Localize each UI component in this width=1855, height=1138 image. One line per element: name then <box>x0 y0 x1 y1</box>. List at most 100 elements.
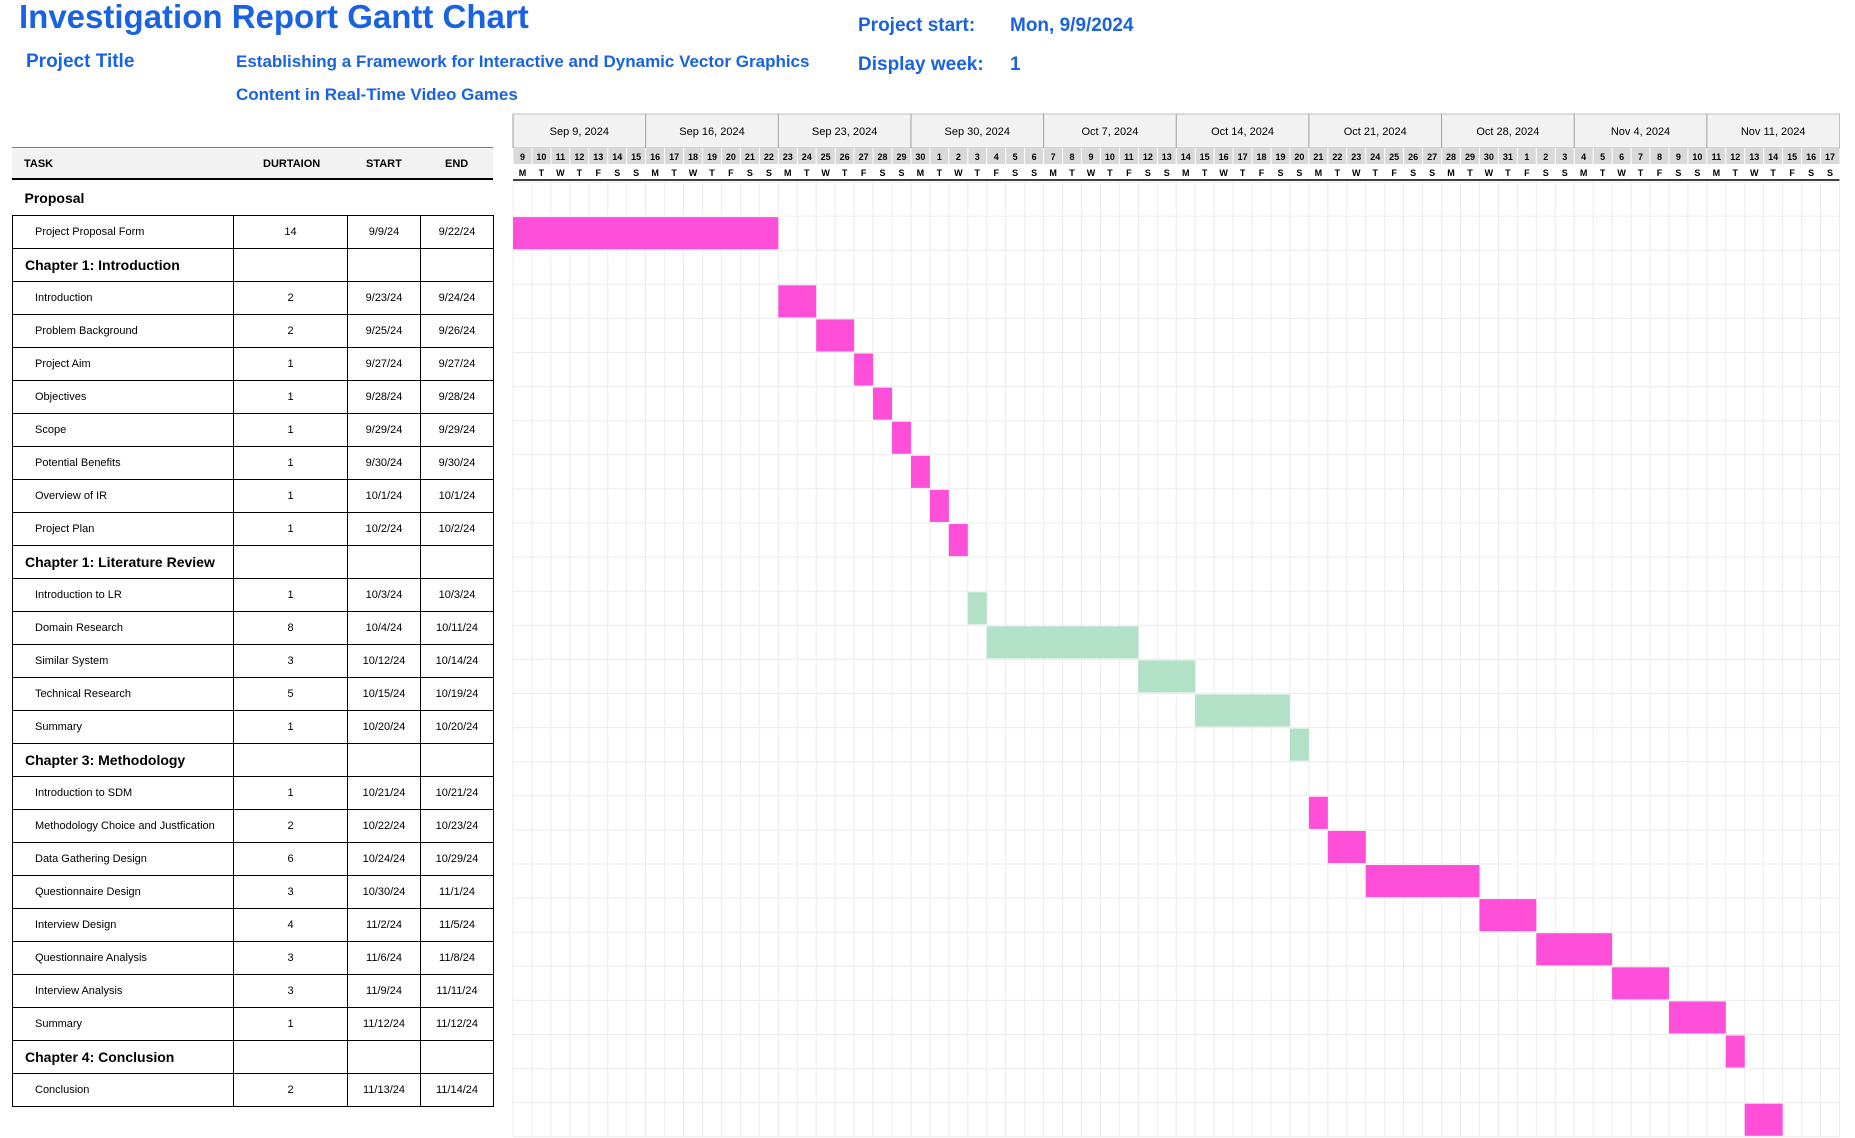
start-cell[interactable]: 10/2/24 <box>347 511 421 546</box>
duration-cell[interactable] <box>233 742 348 777</box>
end-cell[interactable] <box>420 182 494 216</box>
duration-cell[interactable]: 3 <box>233 973 348 1008</box>
end-cell[interactable]: 9/27/24 <box>420 346 494 381</box>
table-row[interactable]: Summary 1 11/12/24 11/12/24 <box>12 1006 494 1041</box>
end-cell[interactable]: 10/23/24 <box>420 808 494 843</box>
task-name-cell[interactable]: Proposal <box>12 182 234 216</box>
duration-cell[interactable]: 3 <box>233 874 348 909</box>
section-row[interactable]: Chapter 4: Conclusion <box>12 1039 494 1074</box>
table-row[interactable]: Questionnaire Design 3 10/30/24 11/1/24 <box>12 874 494 909</box>
day-letter: W <box>1750 168 1759 178</box>
end-cell[interactable]: 9/22/24 <box>420 214 494 249</box>
start-cell[interactable]: 10/1/24 <box>347 478 421 513</box>
end-cell[interactable]: 10/19/24 <box>420 676 494 711</box>
task-name-cell[interactable]: Introduction <box>12 280 234 315</box>
end-cell[interactable] <box>420 544 494 579</box>
task-name-cell[interactable]: Chapter 1: Introduction <box>12 247 234 282</box>
table-row[interactable]: Project Aim 1 9/27/24 9/27/24 <box>12 346 494 381</box>
task-name-cell[interactable]: Interview Design <box>12 907 234 942</box>
task-name-cell[interactable]: Technical Research <box>12 676 234 711</box>
start-cell[interactable] <box>347 247 421 282</box>
start-cell[interactable]: 9/30/24 <box>347 445 421 480</box>
start-cell[interactable]: 10/24/24 <box>347 841 421 876</box>
start-cell[interactable]: 9/23/24 <box>347 280 421 315</box>
end-cell[interactable]: 10/29/24 <box>420 841 494 876</box>
start-cell[interactable]: 11/13/24 <box>347 1072 421 1107</box>
task-name-cell[interactable]: Chapter 3: Methodology <box>12 742 234 777</box>
duration-cell[interactable]: 3 <box>233 940 348 975</box>
end-cell[interactable]: 10/21/24 <box>420 775 494 810</box>
table-row[interactable]: Technical Research 5 10/15/24 10/19/24 <box>12 676 494 711</box>
section-row[interactable]: Chapter 1: Literature Review <box>12 544 494 579</box>
start-cell[interactable]: 11/9/24 <box>347 973 421 1008</box>
duration-cell[interactable]: 2 <box>233 280 348 315</box>
start-cell[interactable]: 11/6/24 <box>347 940 421 975</box>
task-name-cell[interactable]: Problem Background <box>12 313 234 348</box>
end-cell[interactable]: 10/20/24 <box>420 709 494 744</box>
end-cell[interactable] <box>420 1039 494 1074</box>
task-name-cell[interactable]: Scope <box>12 412 234 447</box>
table-row[interactable]: Similar System 3 10/12/24 10/14/24 <box>12 643 494 678</box>
task-name-cell[interactable]: Interview Analysis <box>12 973 234 1008</box>
task-name-cell[interactable]: Project Aim <box>12 346 234 381</box>
table-row[interactable]: Introduction 2 9/23/24 9/24/24 <box>12 280 494 315</box>
task-name-cell[interactable]: Similar System <box>12 643 234 678</box>
start-cell[interactable]: 10/21/24 <box>347 775 421 810</box>
end-cell[interactable]: 11/12/24 <box>420 1006 494 1041</box>
table-row[interactable]: Methodology Choice and Justfication 2 10/2… <box>12 808 494 843</box>
task-name-cell[interactable]: Introduction to LR <box>12 577 234 612</box>
start-cell[interactable]: 10/30/24 <box>347 874 421 909</box>
duration-cell[interactable]: 14 <box>233 214 348 249</box>
end-cell[interactable]: 9/30/24 <box>420 445 494 480</box>
duration-cell[interactable]: 2 <box>233 313 348 348</box>
task-name-cell[interactable]: Chapter 4: Conclusion <box>12 1039 234 1074</box>
start-cell[interactable]: 10/22/24 <box>347 808 421 843</box>
end-cell[interactable] <box>420 247 494 282</box>
project-start-value[interactable]: Mon, 9/9/2024 <box>1010 15 1134 36</box>
task-name-cell[interactable]: Project Plan <box>12 511 234 546</box>
duration-cell[interactable]: 2 <box>233 808 348 843</box>
task-name-cell[interactable]: Objectives <box>12 379 234 414</box>
end-cell[interactable]: 10/2/24 <box>420 511 494 546</box>
start-cell[interactable] <box>347 742 421 777</box>
end-cell[interactable]: 9/28/24 <box>420 379 494 414</box>
duration-cell[interactable]: 1 <box>233 445 348 480</box>
day-letter: T <box>937 168 943 178</box>
task-name-cell[interactable]: Conclusion <box>12 1072 234 1107</box>
end-cell[interactable]: 10/1/24 <box>420 478 494 513</box>
task-name-cell[interactable]: Chapter 1: Literature Review <box>12 544 234 579</box>
start-cell[interactable]: 9/29/24 <box>347 412 421 447</box>
end-cell[interactable]: 11/11/24 <box>420 973 494 1008</box>
end-cell[interactable]: 11/8/24 <box>420 940 494 975</box>
task-name-cell[interactable]: Methodology Choice and Justfication <box>12 808 234 843</box>
table-row[interactable]: Conclusion 2 11/13/24 11/14/24 <box>12 1072 494 1107</box>
section-row[interactable]: Chapter 1: Introduction <box>12 247 494 282</box>
start-cell[interactable]: 9/9/24 <box>347 214 421 249</box>
section-row[interactable]: Chapter 3: Methodology <box>12 742 494 777</box>
task-name-cell[interactable]: Introduction to SDM <box>12 775 234 810</box>
table-row[interactable]: Introduction to SDM 1 10/21/24 10/21/24 <box>12 775 494 810</box>
duration-cell[interactable]: 1 <box>233 1006 348 1041</box>
task-name-cell[interactable]: Overview of IR <box>12 478 234 513</box>
table-row[interactable]: Project Plan 1 10/2/24 10/2/24 <box>12 511 494 546</box>
start-cell[interactable] <box>347 544 421 579</box>
table-row[interactable]: Interview Design 4 11/2/24 11/5/24 <box>12 907 494 942</box>
duration-cell[interactable]: 4 <box>233 907 348 942</box>
table-row[interactable]: Interview Analysis 3 11/9/24 11/11/24 <box>12 973 494 1008</box>
start-cell[interactable]: 11/2/24 <box>347 907 421 942</box>
start-cell[interactable]: 9/28/24 <box>347 379 421 414</box>
duration-cell[interactable] <box>233 247 348 282</box>
start-cell[interactable]: 11/12/24 <box>347 1006 421 1041</box>
table-row[interactable]: Questionnaire Analysis 3 11/6/24 11/8/24 <box>12 940 494 975</box>
table-row[interactable]: Data Gathering Design 6 10/24/24 10/29/24 <box>12 841 494 876</box>
duration-cell[interactable]: 1 <box>233 412 348 447</box>
end-cell[interactable]: 11/14/24 <box>420 1072 494 1107</box>
display-week-value[interactable]: 1 <box>1010 54 1021 75</box>
task-name-cell[interactable]: Questionnaire Analysis <box>12 940 234 975</box>
table-row[interactable]: Objectives 1 9/28/24 9/28/24 <box>12 379 494 414</box>
table-row[interactable]: Project Proposal Form 14 9/9/24 9/22/24 <box>12 214 494 249</box>
table-row[interactable]: Problem Background 2 9/25/24 9/26/24 <box>12 313 494 348</box>
end-cell[interactable] <box>420 742 494 777</box>
end-cell[interactable]: 9/26/24 <box>420 313 494 348</box>
table-row[interactable]: Scope 1 9/29/24 9/29/24 <box>12 412 494 447</box>
